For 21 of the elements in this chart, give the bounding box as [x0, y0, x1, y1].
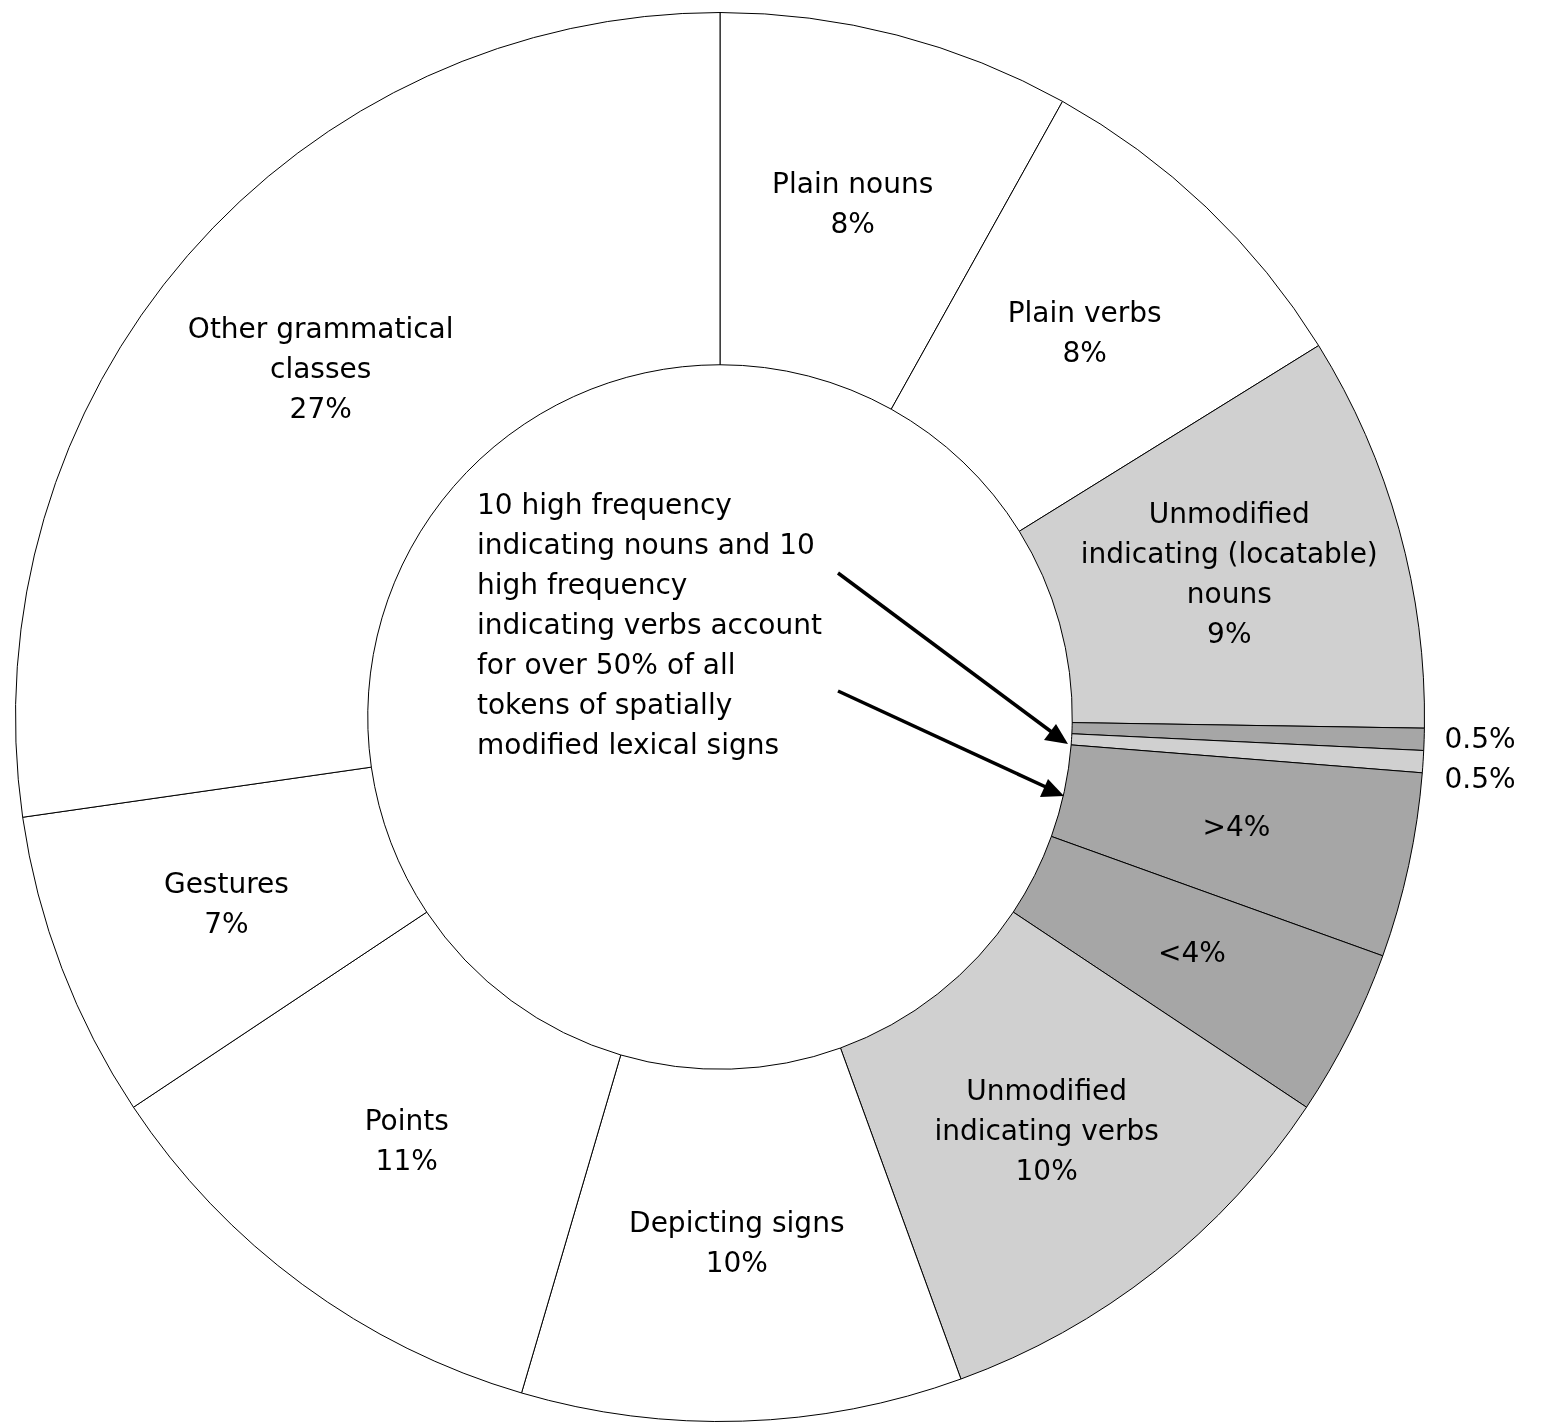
slice-label: Plain nouns [772, 166, 934, 200]
slice-label: Other grammatical classes [187, 312, 454, 386]
data-label: 10% [1015, 1153, 1078, 1187]
slice-label: Depicting signs [629, 1206, 845, 1240]
data-label: 7% [204, 906, 249, 940]
data-label: 11% [375, 1143, 438, 1177]
data-label: 0.5% [1444, 721, 1516, 755]
data-label: 9% [1207, 617, 1252, 651]
data-label: 8% [830, 206, 875, 240]
data-label: 27% [289, 392, 352, 426]
data-label: 8% [1062, 335, 1107, 369]
slice-label: Points [364, 1103, 449, 1137]
slice-label: Unmodified indicating verbs [934, 1073, 1159, 1147]
data-label: 0.5% [1444, 761, 1516, 795]
data-label: 10% [705, 1246, 768, 1280]
data-label: <4% [1157, 935, 1226, 969]
slice-label: Gestures [163, 866, 289, 900]
data-label: >4% [1202, 809, 1271, 843]
slice-label: Plain verbs [1007, 295, 1162, 329]
text: 10 high frequency indicating nouns and 10 high frequency indicating verbs account for over 50% of all tokens of spatially modified lexical signs [477, 488, 822, 762]
slice-label: Unmodified indicating (locatable) nouns [1080, 497, 1378, 611]
